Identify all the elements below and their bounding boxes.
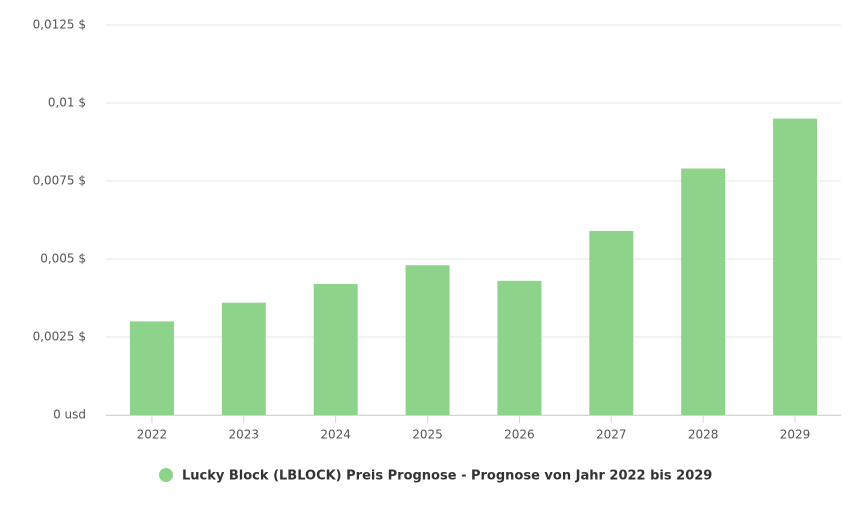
y-tick-label: 0 usd [53,408,86,422]
x-tick-label: 2025 [412,428,443,442]
legend-label: Lucky Block (LBLOCK) Preis Prognose - Pr… [182,469,712,484]
bar [589,230,634,415]
y-tick-label: 0,0025 $ [33,330,86,344]
bar [681,168,726,415]
x-tick-label: 2023 [229,428,260,442]
bar [497,280,542,415]
x-tick-label: 2027 [596,428,627,442]
x-tick-label: 2029 [780,428,811,442]
bar [221,302,266,415]
x-tick-label: 2026 [504,428,535,442]
bar [129,321,174,415]
y-tick-label: 0,0075 $ [33,174,86,188]
y-tick-label: 0,0125 $ [33,18,86,32]
bar [405,265,450,415]
y-tick-label: 0,01 $ [48,96,86,110]
bar [313,283,358,415]
x-tick-label: 2028 [688,428,719,442]
legend-marker [159,468,173,482]
y-tick-label: 0,005 $ [40,252,86,266]
x-tick-label: 2024 [320,428,351,442]
x-tick-label: 2022 [137,428,168,442]
bar [773,118,818,415]
